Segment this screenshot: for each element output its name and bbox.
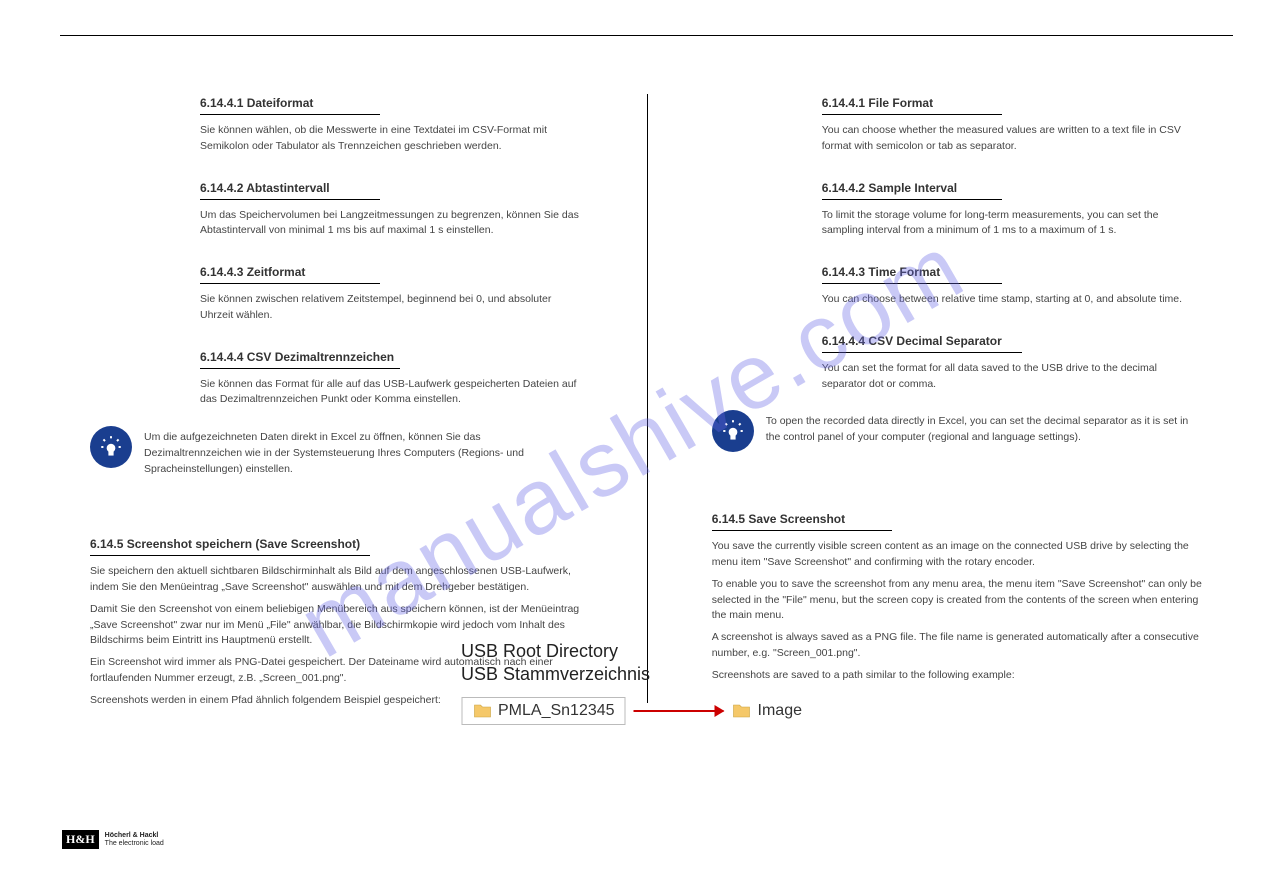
diagram-title-de: USB Stammverzeichnis — [461, 663, 802, 686]
body-screenshot-2-en: To enable you to save the screenshot fro… — [712, 577, 1203, 624]
folder-source-label: PMLA_Sn12345 — [498, 702, 615, 720]
lightbulb-icon — [712, 410, 754, 452]
body-file-format-de: Sie können wählen, ob die Messwerte in e… — [200, 123, 581, 155]
lightbulb-icon — [90, 426, 132, 468]
tip-box-de: Um die aufgezeichneten Daten direkt in E… — [90, 426, 581, 477]
body-decimal-de: Sie können das Format für alle auf das U… — [200, 377, 581, 409]
company-tagline: The electronic load — [105, 840, 164, 848]
body-time-format-de: Sie können zwischen relativem Zeitstempe… — [200, 292, 581, 324]
folder-diagram: USB Root Directory USB Stammverzeichnis … — [461, 640, 802, 725]
arrow-icon — [634, 710, 724, 712]
heading-screenshot-en: 6.14.5 Save Screenshot — [712, 510, 892, 531]
diagram-title-en: USB Root Directory — [461, 640, 802, 663]
body-time-format-en: You can choose between relative time sta… — [822, 292, 1203, 308]
folder-icon — [732, 703, 752, 719]
folder-target-label: Image — [758, 702, 802, 720]
footer-logo: H&H Höcherl & Hackl The electronic load — [62, 830, 164, 849]
body-sample-interval-en: To limit the storage volume for long-ter… — [822, 208, 1203, 240]
heading-time-format-de: 6.14.4.3 Zeitformat — [200, 263, 380, 284]
tip-text-en: To open the recorded data directly in Ex… — [766, 410, 1203, 446]
folder-target: Image — [732, 702, 802, 720]
body-decimal-en: You can set the format for all data save… — [822, 361, 1203, 393]
heading-sample-interval-en: 6.14.4.2 Sample Interval — [822, 179, 1002, 200]
folder-icon — [472, 703, 492, 719]
heading-decimal-en: 6.14.4.4 CSV Decimal Separator — [822, 332, 1022, 353]
body-file-format-en: You can choose whether the measured valu… — [822, 123, 1203, 155]
tip-box-en: To open the recorded data directly in Ex… — [712, 410, 1203, 452]
body-screenshot-1-de: Sie speichern den aktuell sichtbaren Bil… — [90, 564, 581, 596]
heading-decimal-de: 6.14.4.4 CSV Dezimaltrennzeichen — [200, 348, 400, 369]
heading-time-format-en: 6.14.4.3 Time Format — [822, 263, 1002, 284]
company-name: Höcherl & Hackl — [105, 832, 164, 840]
heading-file-format-en: 6.14.4.1 File Format — [822, 94, 1002, 115]
heading-file-format-de: 6.14.4.1 Dateiformat — [200, 94, 380, 115]
center-divider — [647, 94, 648, 703]
column-german: 6.14.4.1 Dateiformat Sie können wählen, … — [60, 61, 611, 729]
body-sample-interval-de: Um das Speichervolumen bei Langzeitmessu… — [200, 208, 581, 240]
tip-text-de: Um die aufgezeichneten Daten direkt in E… — [144, 426, 581, 477]
body-screenshot-1-en: You save the currently visible screen co… — [712, 539, 1203, 571]
folder-source: PMLA_Sn12345 — [461, 697, 626, 725]
logo-mark: H&H — [62, 830, 99, 849]
column-english: 6.14.4.1 File Format You can choose whet… — [682, 61, 1233, 704]
heading-sample-interval-de: 6.14.4.2 Abtastintervall — [200, 179, 380, 200]
heading-screenshot-de: 6.14.5 Screenshot speichern (Save Screen… — [90, 535, 370, 556]
